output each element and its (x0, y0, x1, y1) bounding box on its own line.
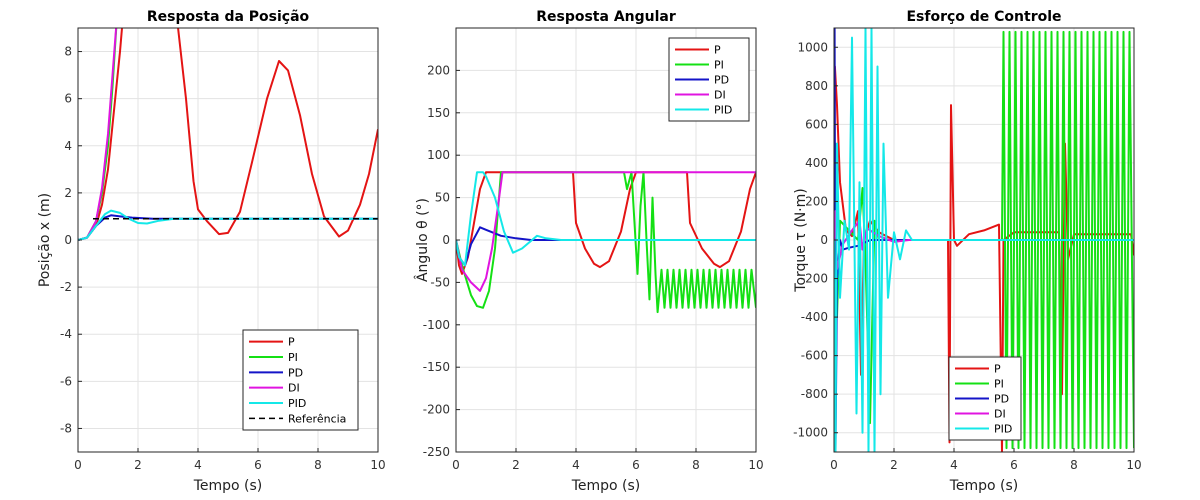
y-tick-label: 0 (64, 233, 72, 247)
y-axis-label: Ângulo θ (°) (413, 198, 431, 282)
legend-label-p: P (714, 44, 721, 57)
y-tick-label: 150 (427, 106, 450, 120)
y-axis-label: Torque τ (N·m) (793, 188, 809, 292)
legend-label-pid: PID (714, 104, 732, 117)
x-tick-label: 4 (572, 458, 580, 472)
chart-title: Esforço de Controle (906, 9, 1061, 25)
y-tick-label: -250 (423, 445, 450, 459)
legend: P PI PD DI PID (668, 37, 750, 122)
series-line-pid (78, 209, 378, 241)
y-axis-label: Posição x (m) (37, 193, 53, 287)
legend-label-pd: PD (288, 366, 303, 379)
x-tick-label: 8 (692, 458, 700, 472)
y-tick-label: -800 (801, 387, 828, 401)
y-tick-label: -200 (423, 403, 450, 417)
x-tick-label: 10 (748, 458, 763, 472)
chart-panel-3: 0 2 4 6 8 10 -1000 -800 -600 -400 -200 0 200 400 600 80… (793, 9, 1142, 494)
series-line-p (456, 171, 756, 275)
x-tick-label: 0 (830, 458, 838, 472)
series-group (834, 28, 1134, 452)
x-tick-label: 2 (134, 458, 142, 472)
legend-label-pd: PD (714, 74, 729, 87)
series-group (456, 171, 756, 314)
x-tick-label: 8 (1070, 458, 1078, 472)
y-tick-label: -100 (423, 318, 450, 332)
chart-panel-2: 0 2 4 6 8 10 -250 -200 -150 -100 -50 0 50 100 150 200 Re… (413, 9, 764, 494)
y-tick-label: -1000 (793, 426, 828, 440)
x-tick-label: 8 (314, 458, 322, 472)
series-line-pi (456, 171, 756, 314)
y-tick-label: 600 (805, 117, 828, 131)
y-tick-label: 0 (442, 233, 450, 247)
y-tick-label: 200 (427, 63, 450, 77)
series-line-pid (834, 28, 1134, 452)
y-tick-label: 50 (435, 191, 450, 205)
legend-label-pi: PI (288, 351, 298, 364)
x-tick-label: 10 (370, 458, 385, 472)
x-tick-label: 10 (1126, 458, 1141, 472)
x-axis-label: Tempo (s) (949, 478, 1019, 494)
y-tick-label: 200 (805, 194, 828, 208)
y-tick-label: -4 (60, 327, 72, 341)
legend-box (242, 329, 359, 431)
x-tick-label: 0 (74, 458, 82, 472)
y-tick-label: -400 (801, 310, 828, 324)
x-tick-label: 6 (254, 458, 262, 472)
legend-label-di: DI (288, 382, 300, 395)
y-tick-label: 6 (64, 92, 72, 106)
y-tick-label: 2 (64, 186, 72, 200)
legend-label-di: DI (994, 408, 1006, 421)
y-tick-label: -200 (801, 272, 828, 286)
legend-label-di: DI (714, 89, 726, 102)
y-tick-label: -50 (430, 275, 450, 289)
legend: P PI PD DI PID Referência (242, 329, 359, 431)
series-group (78, 28, 378, 241)
y-tick-label: 8 (64, 45, 72, 59)
y-tick-label: 0 (820, 233, 828, 247)
y-tick-label: 1000 (797, 40, 828, 54)
legend-label-referência: Referência (288, 412, 346, 425)
x-tick-label: 6 (1010, 458, 1018, 472)
x-tick-label: 0 (452, 458, 460, 472)
x-axis-label: Tempo (s) (193, 478, 263, 494)
legend-label-pi: PI (994, 378, 1004, 391)
series-line-pid (456, 171, 756, 267)
y-tick-label: -150 (423, 360, 450, 374)
x-tick-label: 4 (194, 458, 202, 472)
y-tick-label: 100 (427, 148, 450, 162)
y-tick-label: -600 (801, 349, 828, 363)
legend-label-pi: PI (714, 59, 724, 72)
x-tick-label: 2 (890, 458, 898, 472)
y-tick-label: 800 (805, 79, 828, 93)
y-tick-label: -6 (60, 374, 72, 388)
legend-label-p: P (994, 363, 1001, 376)
series-line-di (456, 171, 756, 292)
x-tick-label: 2 (512, 458, 520, 472)
chart-title: Resposta da Posição (147, 9, 310, 25)
x-tick-label: 4 (950, 458, 958, 472)
legend: P PI PD DI PID (948, 356, 1022, 441)
series-line-p (78, 28, 378, 241)
x-tick-label: 6 (632, 458, 640, 472)
chart-title: Resposta Angular (536, 9, 676, 25)
chart-panel-1: 0 2 4 6 8 10 -8 -6 -4 -2 0 2 4 6 8 Resposta da Posição T… (37, 9, 386, 494)
legend-label-pid: PID (288, 397, 306, 410)
x-axis-label: Tempo (s) (571, 478, 641, 494)
y-tick-label: -2 (60, 280, 72, 294)
y-tick-label: 400 (805, 156, 828, 170)
legend-label-pid: PID (994, 423, 1012, 436)
y-tick-label: 4 (64, 139, 72, 153)
y-tick-label: -8 (60, 421, 72, 435)
legend-label-p: P (288, 336, 295, 349)
series-line-p (834, 65, 1134, 452)
legend-label-pd: PD (994, 393, 1009, 406)
